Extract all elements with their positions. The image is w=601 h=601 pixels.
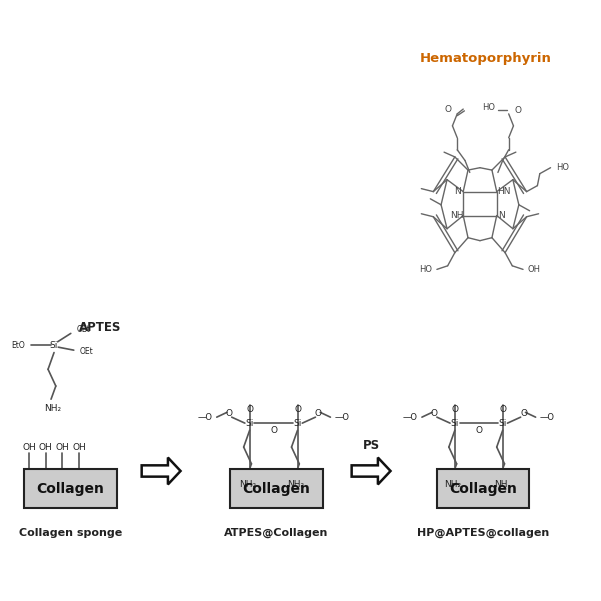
Text: O: O: [514, 106, 521, 115]
Text: O: O: [294, 406, 301, 415]
Text: Collagen: Collagen: [36, 482, 104, 496]
Text: OEt: OEt: [76, 325, 90, 334]
Text: Si: Si: [245, 419, 254, 428]
Text: —O: —O: [540, 413, 555, 422]
Text: O: O: [430, 409, 438, 418]
Text: Si: Si: [498, 419, 507, 428]
Text: O: O: [451, 406, 459, 415]
Text: Si: Si: [50, 341, 58, 350]
Text: Collagen sponge: Collagen sponge: [19, 528, 122, 538]
Text: HP@APTES@collagen: HP@APTES@collagen: [417, 528, 549, 538]
Text: HO: HO: [483, 103, 495, 112]
Text: OH: OH: [55, 443, 69, 452]
FancyBboxPatch shape: [436, 469, 529, 508]
Text: ATPES@Collagen: ATPES@Collagen: [224, 528, 329, 538]
Text: O: O: [445, 105, 452, 114]
Text: O: O: [270, 426, 277, 435]
Text: HO: HO: [419, 265, 432, 274]
Text: Si: Si: [451, 419, 459, 428]
Text: O: O: [246, 406, 253, 415]
Text: HN: HN: [497, 187, 511, 196]
Polygon shape: [352, 457, 391, 484]
Text: O: O: [499, 406, 506, 415]
Text: NH₂: NH₂: [239, 480, 257, 489]
Text: EtO: EtO: [11, 341, 25, 350]
Text: O: O: [315, 409, 322, 418]
Text: NH₂: NH₂: [287, 480, 304, 489]
Text: OH: OH: [72, 443, 86, 452]
Text: Si: Si: [293, 419, 302, 428]
Text: Collagen: Collagen: [449, 482, 517, 496]
Text: O: O: [225, 409, 232, 418]
Text: —O: —O: [335, 413, 350, 422]
Polygon shape: [142, 457, 180, 484]
Text: —O: —O: [198, 413, 213, 422]
Text: N: N: [454, 187, 460, 196]
Text: NH: NH: [494, 480, 508, 489]
Text: NH₂: NH₂: [445, 480, 462, 489]
Text: OH: OH: [22, 443, 36, 452]
Text: O: O: [520, 409, 527, 418]
Text: Hematoporphyrin: Hematoporphyrin: [420, 52, 552, 65]
Text: NH: NH: [451, 211, 464, 220]
Text: OH: OH: [39, 443, 52, 452]
Text: NH₂: NH₂: [44, 404, 61, 413]
Text: Collagen: Collagen: [243, 482, 311, 496]
Text: O: O: [475, 426, 482, 435]
Text: OH: OH: [528, 265, 541, 274]
Text: —O: —O: [403, 413, 418, 422]
Text: OEt: OEt: [79, 347, 93, 356]
Text: PS: PS: [362, 439, 380, 452]
FancyBboxPatch shape: [24, 469, 117, 508]
Text: HO: HO: [557, 163, 570, 172]
Text: APTES: APTES: [79, 321, 121, 334]
FancyBboxPatch shape: [230, 469, 323, 508]
Text: N: N: [498, 211, 505, 220]
